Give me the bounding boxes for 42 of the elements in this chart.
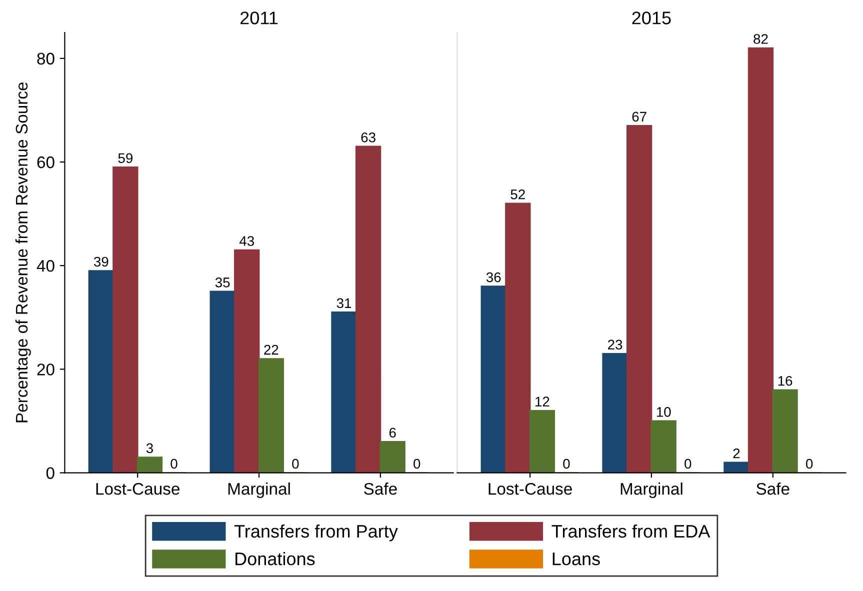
data-label: 16 [778, 376, 792, 386]
legend-label: Transfers from EDA [552, 524, 710, 538]
data-label: 23 [608, 340, 622, 350]
y-tick-label: 40 [36, 260, 54, 272]
data-label: 3 [146, 443, 153, 454]
y-axis-title: Percentage of Revenue from Revenue Source [15, 82, 31, 422]
x-tick-label: Lost-Cause [488, 482, 572, 495]
data-label: 6 [389, 428, 396, 438]
data-label: 0 [414, 458, 420, 469]
x-tick-label: Marginal [620, 482, 682, 498]
y-tick-label: 60 [37, 156, 54, 168]
data-label: 82 [754, 34, 768, 44]
chart-title: 2011 [240, 12, 278, 24]
x-tick-label: Marginal [228, 482, 290, 498]
data-label: 63 [361, 132, 376, 142]
data-label: 0 [684, 458, 692, 469]
data-label: 43 [239, 236, 254, 246]
x-tick-label: Lost-Cause [96, 482, 180, 495]
data-label: 0 [170, 458, 178, 469]
x-tick-label: Safe [756, 482, 790, 495]
y-tick-label: 80 [37, 52, 54, 65]
data-label: 59 [118, 153, 133, 164]
data-label: 0 [563, 458, 570, 469]
data-label: 0 [806, 458, 813, 469]
data-label: 36 [486, 272, 501, 282]
chart-title: 2015 [632, 12, 671, 24]
y-tick-label: 0 [46, 467, 54, 480]
legend-label: Transfers from Party [234, 524, 398, 542]
data-label: 0 [292, 458, 299, 469]
legend-label: Donations [236, 552, 315, 566]
data-label: 39 [94, 256, 108, 267]
data-label: 52 [510, 189, 525, 200]
data-label: 35 [215, 278, 230, 288]
data-label: 10 [656, 407, 671, 417]
data-label: 67 [632, 112, 646, 122]
data-label: 31 [336, 298, 352, 308]
data-label: 22 [264, 344, 278, 355]
x-tick-label: Safe [364, 482, 397, 495]
legend-label: Loans [552, 552, 600, 566]
data-label: 2 [733, 448, 740, 458]
y-tick-label: 20 [37, 364, 54, 376]
data-label: 12 [536, 396, 550, 406]
